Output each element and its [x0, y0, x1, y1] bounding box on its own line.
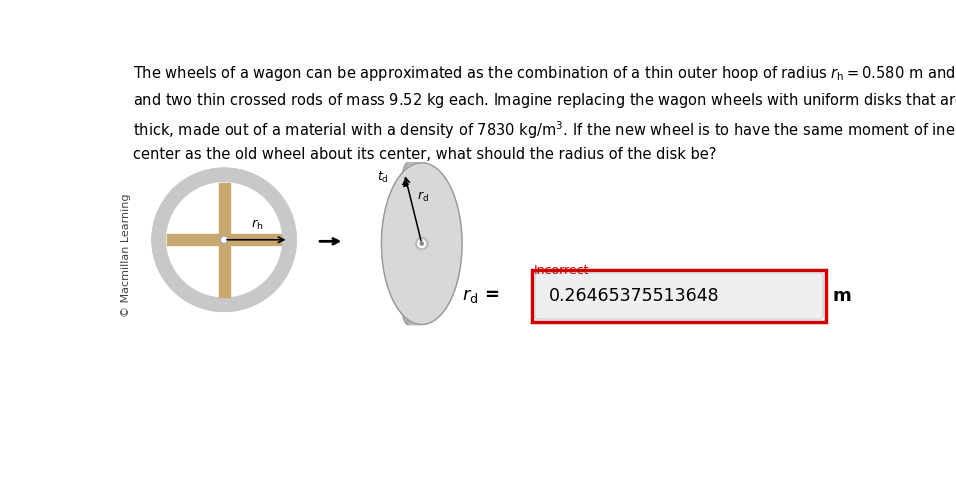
Bar	[532, 270, 826, 322]
Ellipse shape	[381, 163, 462, 324]
Bar	[219, 183, 229, 297]
Text: The wheels of a wagon can be approximated as the combination of a thin outer hoo: The wheels of a wagon can be approximate…	[134, 64, 956, 162]
Circle shape	[166, 183, 281, 297]
Bar	[219, 183, 229, 297]
Text: m: m	[833, 287, 851, 305]
Text: $r_\mathrm{d}$ =: $r_\mathrm{d}$ =	[462, 287, 499, 305]
Text: $t_\mathrm{d}$: $t_\mathrm{d}$	[377, 170, 389, 185]
Circle shape	[416, 237, 428, 250]
FancyBboxPatch shape	[535, 273, 823, 319]
Bar	[166, 234, 281, 245]
Circle shape	[222, 237, 227, 242]
Circle shape	[220, 236, 228, 243]
Text: 0.26465375513648: 0.26465375513648	[549, 287, 720, 305]
Circle shape	[421, 242, 424, 245]
Circle shape	[152, 168, 296, 311]
Circle shape	[166, 183, 281, 297]
Text: $r_\mathrm{d}$: $r_\mathrm{d}$	[417, 190, 429, 204]
Circle shape	[152, 168, 296, 311]
Text: $r_\mathrm{h}$: $r_\mathrm{h}$	[251, 217, 264, 231]
Text: Incorrect: Incorrect	[534, 265, 590, 278]
Polygon shape	[397, 163, 422, 324]
Polygon shape	[397, 163, 422, 324]
Bar	[166, 234, 281, 245]
Circle shape	[418, 240, 425, 247]
Text: © Macmillan Learning: © Macmillan Learning	[120, 194, 131, 317]
